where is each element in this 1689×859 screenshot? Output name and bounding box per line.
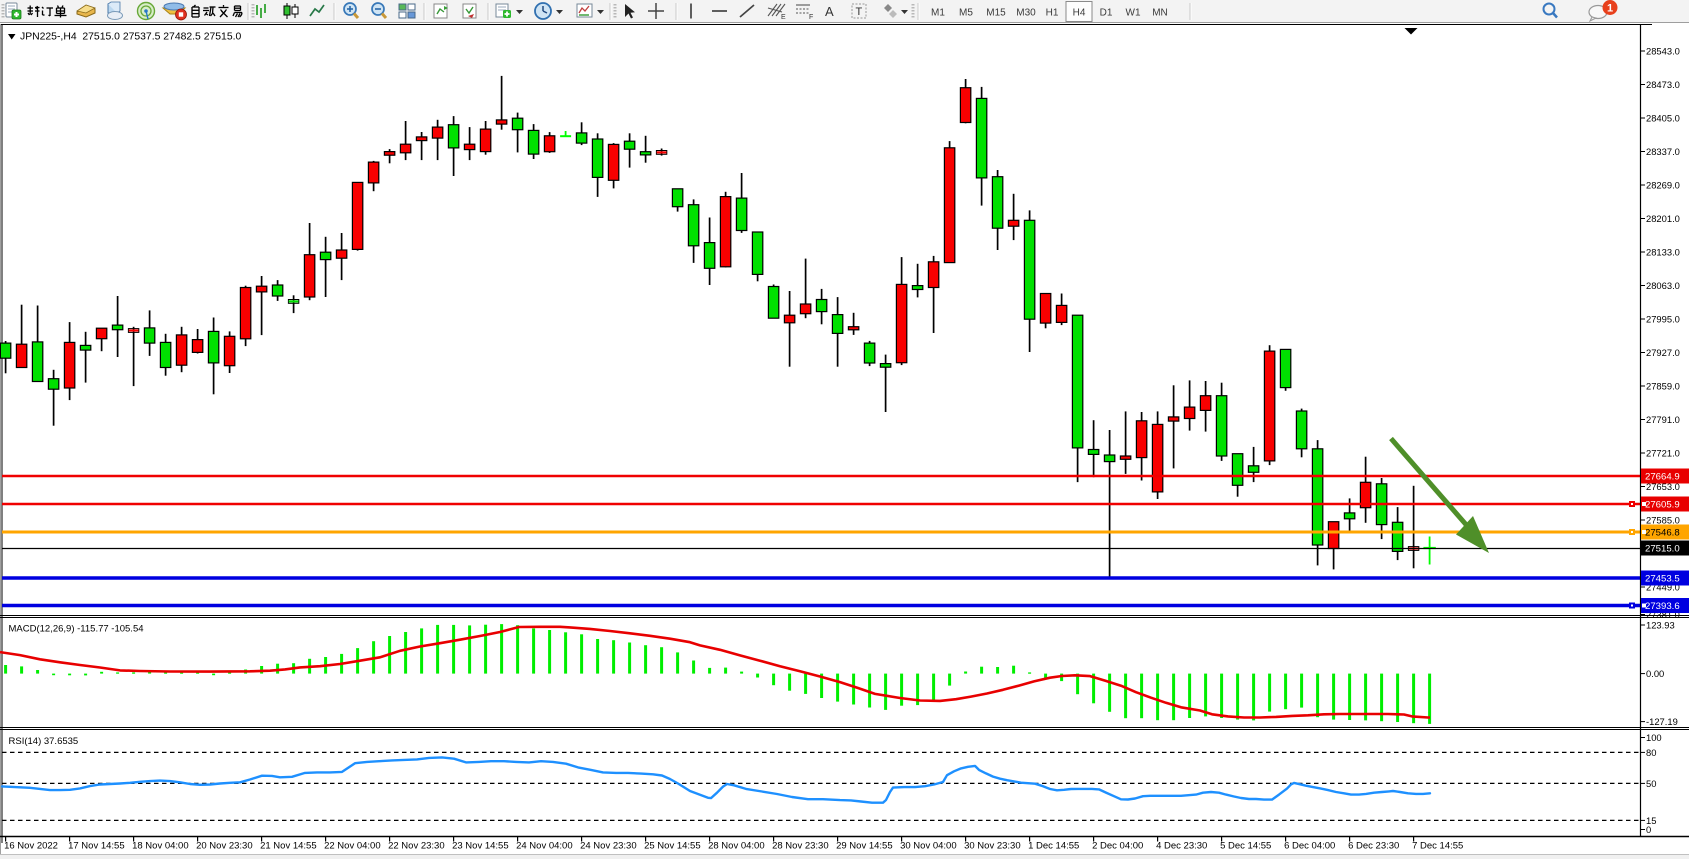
- svg-text:D1: D1: [1100, 8, 1113, 19]
- svg-text:29 Nov 14:55: 29 Nov 14:55: [836, 841, 893, 852]
- svg-text:24 Nov 04:00: 24 Nov 04:00: [516, 841, 573, 852]
- svg-text:H4: H4: [1073, 8, 1086, 19]
- svg-text:123.93: 123.93: [1646, 619, 1675, 630]
- svg-text:28133.0: 28133.0: [1646, 246, 1680, 257]
- svg-text:28269.0: 28269.0: [1646, 179, 1680, 190]
- svg-text:20 Nov 23:30: 20 Nov 23:30: [196, 841, 253, 852]
- svg-text:1 Dec 14:55: 1 Dec 14:55: [1028, 841, 1079, 852]
- svg-text:27721.0: 27721.0: [1646, 447, 1680, 458]
- svg-text:M1: M1: [931, 8, 945, 19]
- svg-text:80: 80: [1646, 747, 1656, 758]
- svg-text:A: A: [825, 4, 834, 19]
- svg-text:T: T: [856, 6, 863, 18]
- svg-text:28 Nov 04:00: 28 Nov 04:00: [708, 841, 765, 852]
- svg-text:27927.0: 27927.0: [1646, 347, 1680, 358]
- svg-text:4 Dec 23:30: 4 Dec 23:30: [1156, 841, 1207, 852]
- svg-text:27393.6: 27393.6: [1645, 601, 1680, 612]
- svg-text:28 Nov 23:30: 28 Nov 23:30: [772, 841, 829, 852]
- svg-text:JPN225-,H4 27515.0 27537.5 27: JPN225-,H4 27515.0 27537.5 27482.5 27515…: [20, 32, 241, 43]
- svg-text:28337.0: 28337.0: [1646, 146, 1680, 157]
- svg-text:7 Dec 14:55: 7 Dec 14:55: [1412, 841, 1463, 852]
- svg-text:F: F: [809, 14, 813, 21]
- svg-text:H1: H1: [1046, 8, 1059, 19]
- svg-text:28063.0: 28063.0: [1646, 280, 1680, 291]
- svg-text:16 Nov 2022: 16 Nov 2022: [4, 841, 58, 852]
- svg-text:27381.0: 27381.0: [1646, 609, 1680, 620]
- svg-text:22 Nov 23:30: 22 Nov 23:30: [388, 841, 445, 852]
- svg-text:30 Nov 23:30: 30 Nov 23:30: [964, 841, 1021, 852]
- svg-text:6 Dec 04:00: 6 Dec 04:00: [1284, 841, 1335, 852]
- svg-text:15: 15: [1646, 815, 1656, 826]
- svg-text:27664.9: 27664.9: [1645, 472, 1680, 483]
- svg-text:27995.0: 27995.0: [1646, 313, 1680, 324]
- svg-text:RSI(14) 37.6535: RSI(14) 37.6535: [9, 736, 79, 747]
- svg-text:27546.8: 27546.8: [1645, 528, 1680, 539]
- svg-text:27653.0: 27653.0: [1646, 481, 1680, 492]
- svg-text:M15: M15: [986, 8, 1006, 19]
- svg-text:23 Nov 14:55: 23 Nov 14:55: [452, 841, 509, 852]
- svg-text:-127.19: -127.19: [1646, 716, 1678, 727]
- svg-text:0: 0: [1646, 824, 1651, 835]
- svg-text:MN: MN: [1152, 8, 1168, 19]
- svg-text:30 Nov 04:00: 30 Nov 04:00: [900, 841, 957, 852]
- svg-text:E: E: [781, 14, 786, 21]
- svg-text:28201.0: 28201.0: [1646, 213, 1680, 224]
- svg-text:22 Nov 04:00: 22 Nov 04:00: [324, 841, 381, 852]
- svg-text:5 Dec 14:55: 5 Dec 14:55: [1220, 841, 1271, 852]
- svg-text:28405.0: 28405.0: [1646, 112, 1680, 123]
- svg-text:28543.0: 28543.0: [1646, 45, 1680, 56]
- svg-text:17 Nov 14:55: 17 Nov 14:55: [68, 841, 125, 852]
- svg-text:27605.9: 27605.9: [1645, 500, 1680, 511]
- svg-text:50: 50: [1646, 778, 1656, 789]
- svg-text:24 Nov 23:30: 24 Nov 23:30: [580, 841, 637, 852]
- svg-text:27791.0: 27791.0: [1646, 414, 1680, 425]
- svg-text:25 Nov 14:55: 25 Nov 14:55: [644, 841, 701, 852]
- svg-text:W1: W1: [1126, 8, 1141, 19]
- svg-text:MACD(12,26,9) -115.77 -105.54: MACD(12,26,9) -115.77 -105.54: [9, 623, 144, 634]
- svg-text:28473.0: 28473.0: [1646, 79, 1680, 90]
- svg-text:27453.5: 27453.5: [1645, 574, 1680, 585]
- svg-text:1: 1: [1607, 3, 1613, 15]
- svg-text:27859.0: 27859.0: [1646, 380, 1680, 391]
- svg-text:100: 100: [1646, 732, 1662, 743]
- svg-text:0.00: 0.00: [1646, 668, 1664, 679]
- svg-text:M5: M5: [959, 8, 973, 19]
- svg-text:6 Dec 23:30: 6 Dec 23:30: [1348, 841, 1399, 852]
- svg-text:21 Nov 14:55: 21 Nov 14:55: [260, 841, 317, 852]
- svg-text:M30: M30: [1016, 8, 1036, 19]
- svg-text:27515.0: 27515.0: [1645, 544, 1680, 555]
- svg-text:18 Nov 04:00: 18 Nov 04:00: [132, 841, 189, 852]
- svg-text:27449.0: 27449.0: [1646, 581, 1680, 592]
- svg-text:2 Dec 04:00: 2 Dec 04:00: [1092, 841, 1143, 852]
- svg-text:27585.0: 27585.0: [1646, 514, 1680, 525]
